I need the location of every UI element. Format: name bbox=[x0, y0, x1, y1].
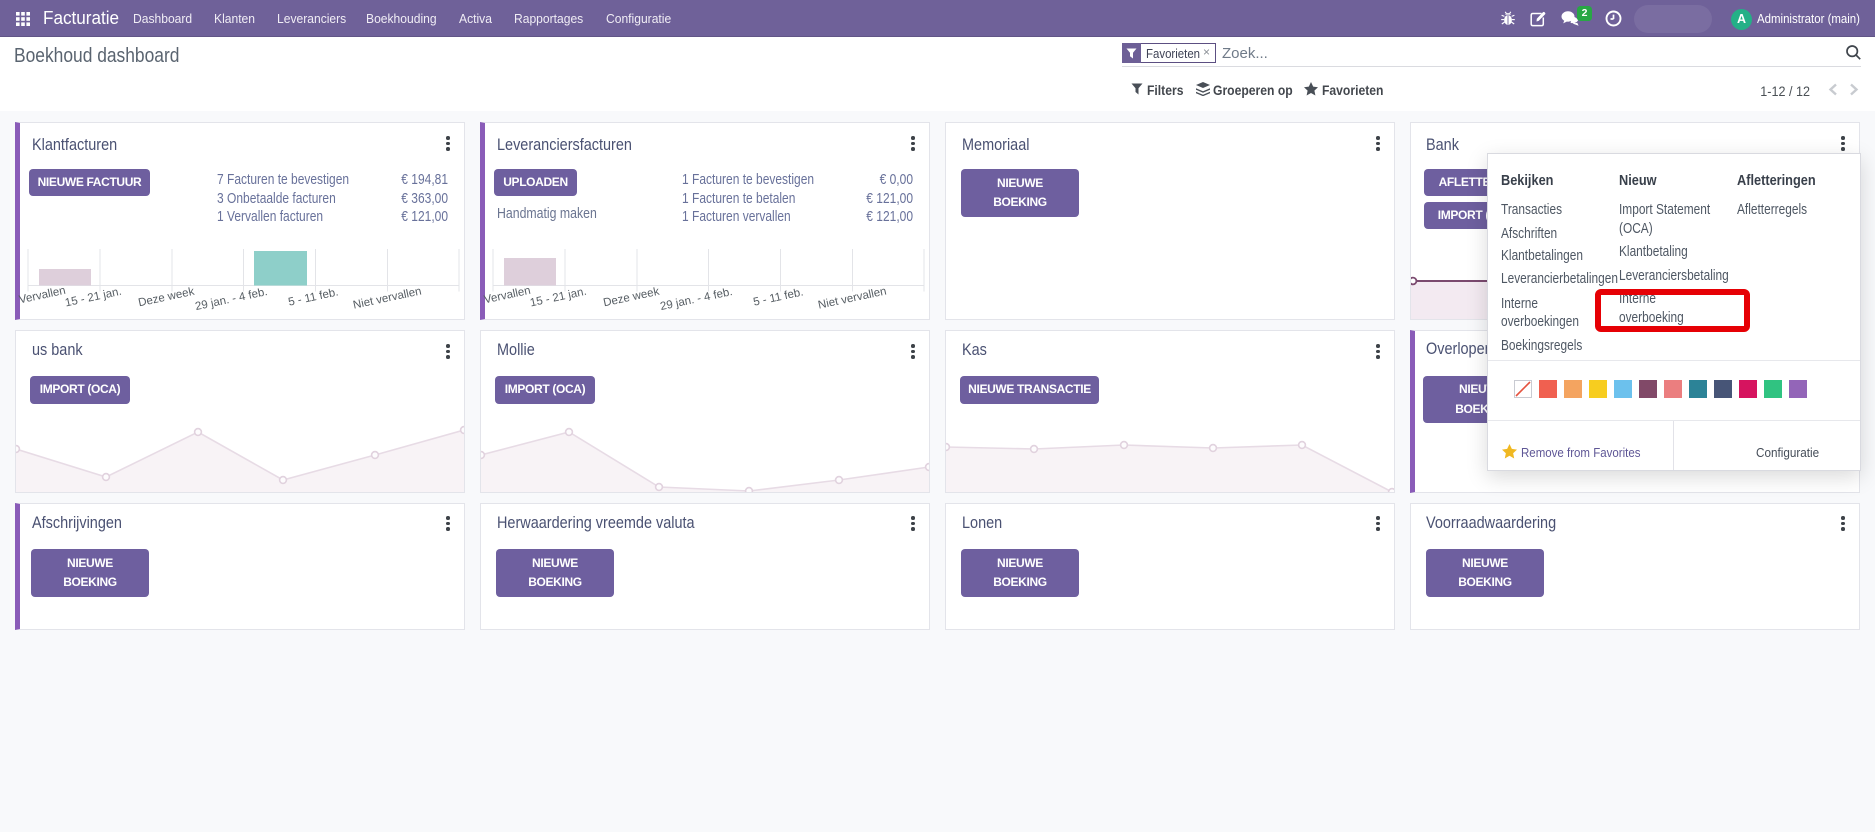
svg-text:29 jan. - 4 feb.: 29 jan. - 4 feb. bbox=[659, 286, 733, 313]
svg-text:Vervallen: Vervallen bbox=[483, 285, 532, 307]
svg-text:Deze week: Deze week bbox=[137, 286, 195, 310]
svg-text:15 - 21 jan.: 15 - 21 jan. bbox=[529, 286, 588, 310]
svg-text:15 - 21 jan.: 15 - 21 jan. bbox=[64, 286, 123, 310]
svg-text:Deze week: Deze week bbox=[602, 286, 660, 310]
svg-text:Vervallen: Vervallen bbox=[18, 285, 67, 307]
svg-text:5 - 11 feb.: 5 - 11 feb. bbox=[752, 286, 804, 308]
svg-text:5 - 11 feb.: 5 - 11 feb. bbox=[287, 286, 339, 308]
svg-text:29 jan. - 4 feb.: 29 jan. - 4 feb. bbox=[194, 286, 268, 313]
